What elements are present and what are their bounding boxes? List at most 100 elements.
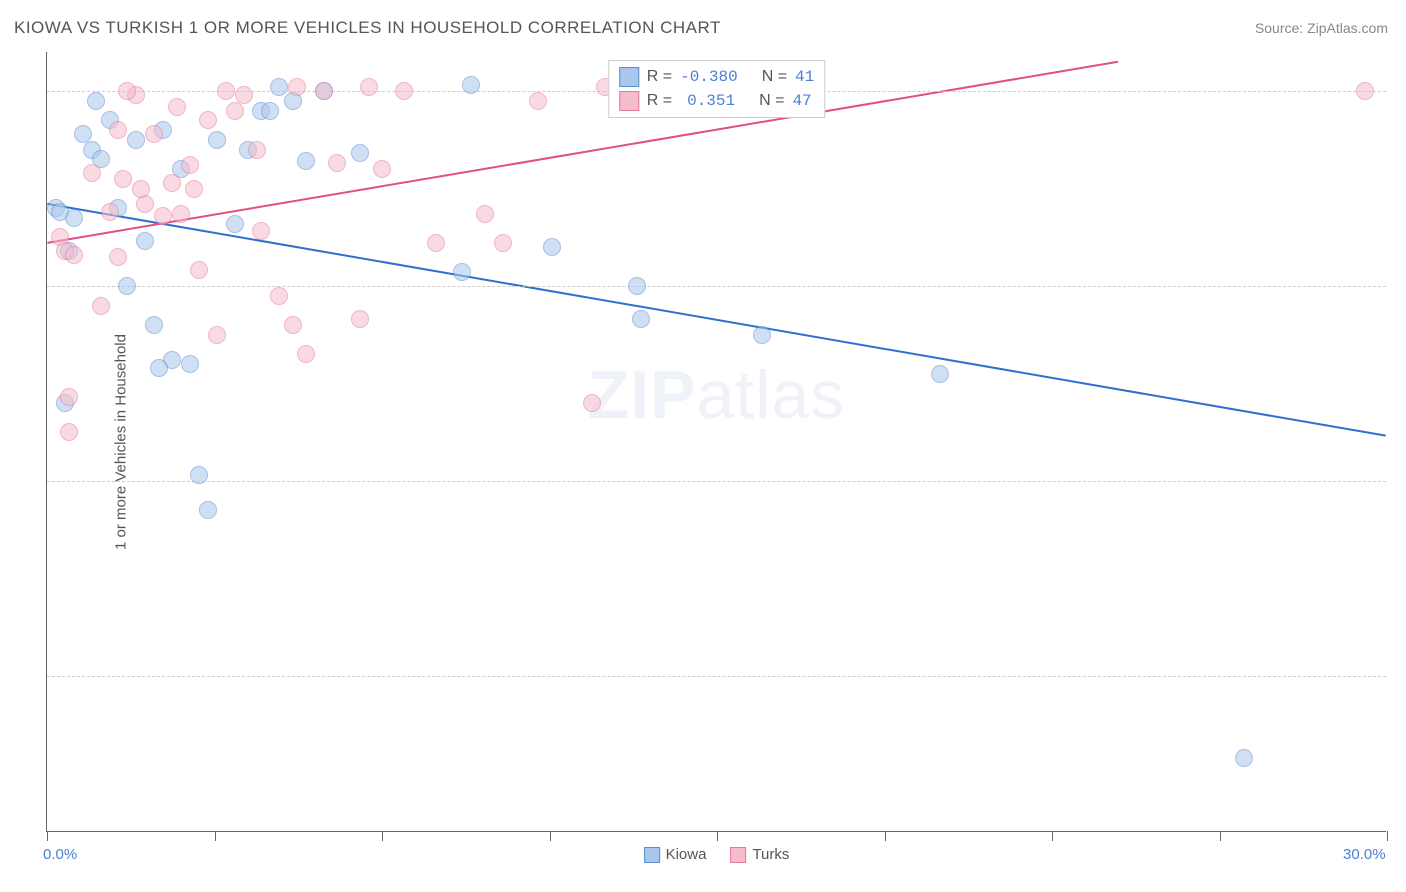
data-point-turks [185,180,203,198]
data-point-turks [136,195,154,213]
data-point-kiowa [351,144,369,162]
gridline [47,676,1386,677]
data-point-turks [284,316,302,334]
data-point-kiowa [127,131,145,149]
data-point-turks [494,234,512,252]
x-tick [382,831,383,841]
data-point-kiowa [145,316,163,334]
data-point-turks [154,207,172,225]
data-point-turks [360,78,378,96]
data-point-turks [109,248,127,266]
data-point-kiowa [74,125,92,143]
source-link[interactable]: ZipAtlas.com [1307,20,1388,36]
data-point-kiowa [297,152,315,170]
data-point-turks [132,180,150,198]
data-point-kiowa [65,209,83,227]
data-point-kiowa [226,215,244,233]
plot-inner: 70.0%80.0%90.0%100.0%0.0%30.0% [47,52,1386,831]
x-tick [47,831,48,841]
data-point-turks [235,86,253,104]
data-point-turks [199,111,217,129]
x-tick-label: 0.0% [43,846,77,863]
legend-item-turks: Turks [730,846,789,863]
legend-row-turks: R = 0.351 N = 47 [619,89,815,113]
data-point-turks [252,222,270,240]
data-point-turks [190,261,208,279]
data-point-kiowa [181,355,199,373]
data-point-turks [529,92,547,110]
x-tick [1220,831,1221,841]
data-point-kiowa [1235,749,1253,767]
data-point-kiowa [931,365,949,383]
trend-line-turks [47,62,1118,243]
data-point-kiowa [136,232,154,250]
x-tick [1052,831,1053,841]
x-tick [550,831,551,841]
plot-area: 1 or more Vehicles in Household ZIPatlas… [46,52,1386,832]
data-point-turks [83,164,101,182]
gridline [47,286,1386,287]
x-tick-label: 30.0% [1343,846,1386,863]
legend-r-label: R = [647,68,672,86]
data-point-kiowa [150,359,168,377]
data-point-turks [101,203,119,221]
legend-label-kiowa: Kiowa [666,846,707,863]
data-point-turks [60,388,78,406]
data-point-turks [373,160,391,178]
data-point-turks [297,345,315,363]
legend-item-kiowa: Kiowa [644,846,707,863]
data-point-turks [427,234,445,252]
data-point-turks [168,98,186,116]
source-prefix: Source: [1255,20,1303,36]
data-point-kiowa [632,310,650,328]
data-point-turks [145,125,163,143]
series-legend: Kiowa Turks [644,846,790,863]
data-point-turks [476,205,494,223]
legend-swatch-turks [619,91,639,111]
legend-n-value-kiowa: 41 [795,68,814,86]
data-point-kiowa [190,466,208,484]
data-point-turks [328,154,346,172]
source-label: Source: ZipAtlas.com [1255,20,1388,36]
data-point-kiowa [208,131,226,149]
legend-r-value-turks: 0.351 [680,92,735,110]
data-point-turks [395,82,413,100]
legend-row-kiowa: R = -0.380 N = 41 [619,65,815,89]
data-point-kiowa [543,238,561,256]
data-point-turks [114,170,132,188]
data-point-turks [208,326,226,344]
data-point-turks [1356,82,1374,100]
gridline [47,481,1386,482]
data-point-kiowa [199,501,217,519]
x-tick [215,831,216,841]
data-point-turks [92,297,110,315]
x-tick [885,831,886,841]
data-point-turks [583,394,601,412]
x-tick [1387,831,1388,841]
legend-n-value-turks: 47 [792,92,811,110]
data-point-kiowa [118,277,136,295]
data-point-turks [109,121,127,139]
legend-n-label: N = [762,68,787,86]
data-point-turks [172,205,190,223]
data-point-turks [181,156,199,174]
legend-r-label: R = [647,92,672,110]
legend-n-label: N = [759,92,784,110]
data-point-turks [248,141,266,159]
data-point-kiowa [753,326,771,344]
legend-swatch-kiowa [619,67,639,87]
data-point-turks [315,82,333,100]
data-point-turks [163,174,181,192]
data-point-kiowa [261,102,279,120]
data-point-kiowa [453,263,471,281]
data-point-turks [288,78,306,96]
data-point-turks [65,246,83,264]
data-point-turks [270,287,288,305]
chart-container: KIOWA VS TURKISH 1 OR MORE VEHICLES IN H… [0,0,1406,892]
legend-r-value-kiowa: -0.380 [680,68,738,86]
data-point-turks [217,82,235,100]
chart-title: KIOWA VS TURKISH 1 OR MORE VEHICLES IN H… [14,18,721,38]
data-point-turks [118,82,136,100]
data-point-kiowa [628,277,646,295]
correlation-legend: R = -0.380 N = 41 R = 0.351 N = 47 [608,60,826,118]
